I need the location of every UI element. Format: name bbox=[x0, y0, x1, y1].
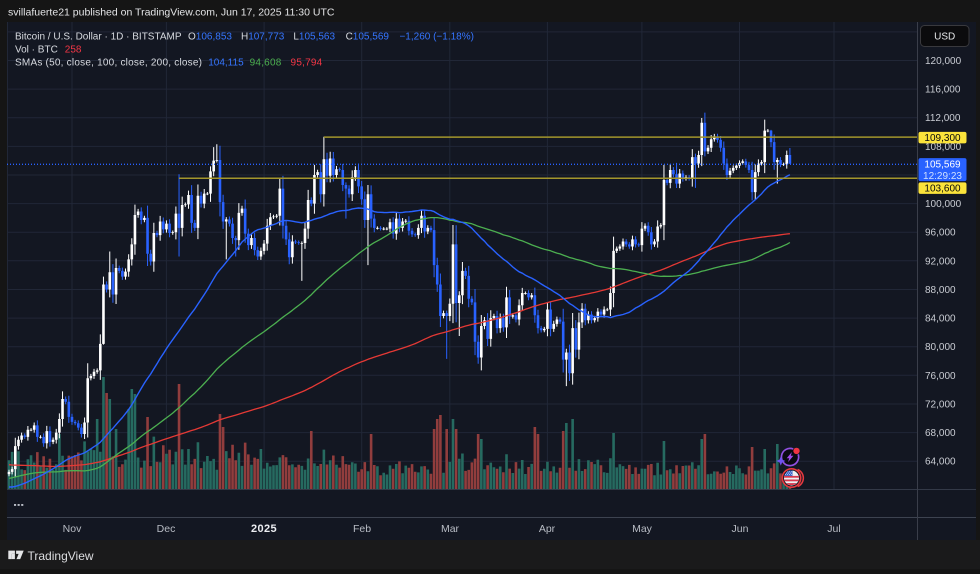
svg-text:109,300: 109,300 bbox=[924, 133, 961, 144]
svg-text:100,000: 100,000 bbox=[925, 199, 962, 210]
svg-text:92,000: 92,000 bbox=[925, 256, 956, 267]
svg-text:Jun: Jun bbox=[732, 523, 749, 535]
svg-text:120,000: 120,000 bbox=[925, 56, 962, 67]
svg-text:88,000: 88,000 bbox=[925, 285, 956, 296]
svg-text:105,569: 105,569 bbox=[924, 160, 961, 171]
svg-text:72,000: 72,000 bbox=[925, 400, 956, 411]
svg-text:Dec: Dec bbox=[157, 523, 176, 535]
svg-text:96,000: 96,000 bbox=[925, 228, 956, 239]
svg-text:SMAs (50, close, 100, close, 2: SMAs (50, close, 100, close, 200, close)… bbox=[15, 57, 323, 68]
svg-text:Apr: Apr bbox=[539, 523, 556, 535]
svg-text:Bitcoin / U.S. Dollar · 1D · B: Bitcoin / U.S. Dollar · 1D · BITSTAMP O10… bbox=[15, 31, 474, 42]
svg-text:76,000: 76,000 bbox=[925, 371, 956, 382]
svg-text:USD: USD bbox=[934, 32, 955, 43]
svg-text:68,000: 68,000 bbox=[925, 428, 956, 439]
svg-text:103,600: 103,600 bbox=[924, 184, 961, 195]
svg-text:Mar: Mar bbox=[441, 523, 460, 535]
svg-text:84,000: 84,000 bbox=[925, 314, 956, 325]
svg-text:Jul: Jul bbox=[827, 523, 840, 535]
svg-text:Nov: Nov bbox=[63, 523, 82, 535]
svg-text:2025: 2025 bbox=[251, 523, 277, 535]
svg-text:112,000: 112,000 bbox=[925, 113, 961, 124]
svg-text:May: May bbox=[632, 523, 653, 535]
svg-text:svillafuerte21 published on Tr: svillafuerte21 published on TradingView.… bbox=[8, 7, 335, 19]
svg-text:116,000: 116,000 bbox=[925, 85, 961, 96]
svg-text:64,000: 64,000 bbox=[925, 457, 956, 468]
svg-text:Feb: Feb bbox=[353, 523, 371, 535]
svg-text:108,000: 108,000 bbox=[925, 142, 962, 153]
svg-text:TradingView: TradingView bbox=[28, 549, 94, 563]
svg-text:12:29:23: 12:29:23 bbox=[923, 171, 962, 182]
svg-text:80,000: 80,000 bbox=[925, 342, 956, 353]
